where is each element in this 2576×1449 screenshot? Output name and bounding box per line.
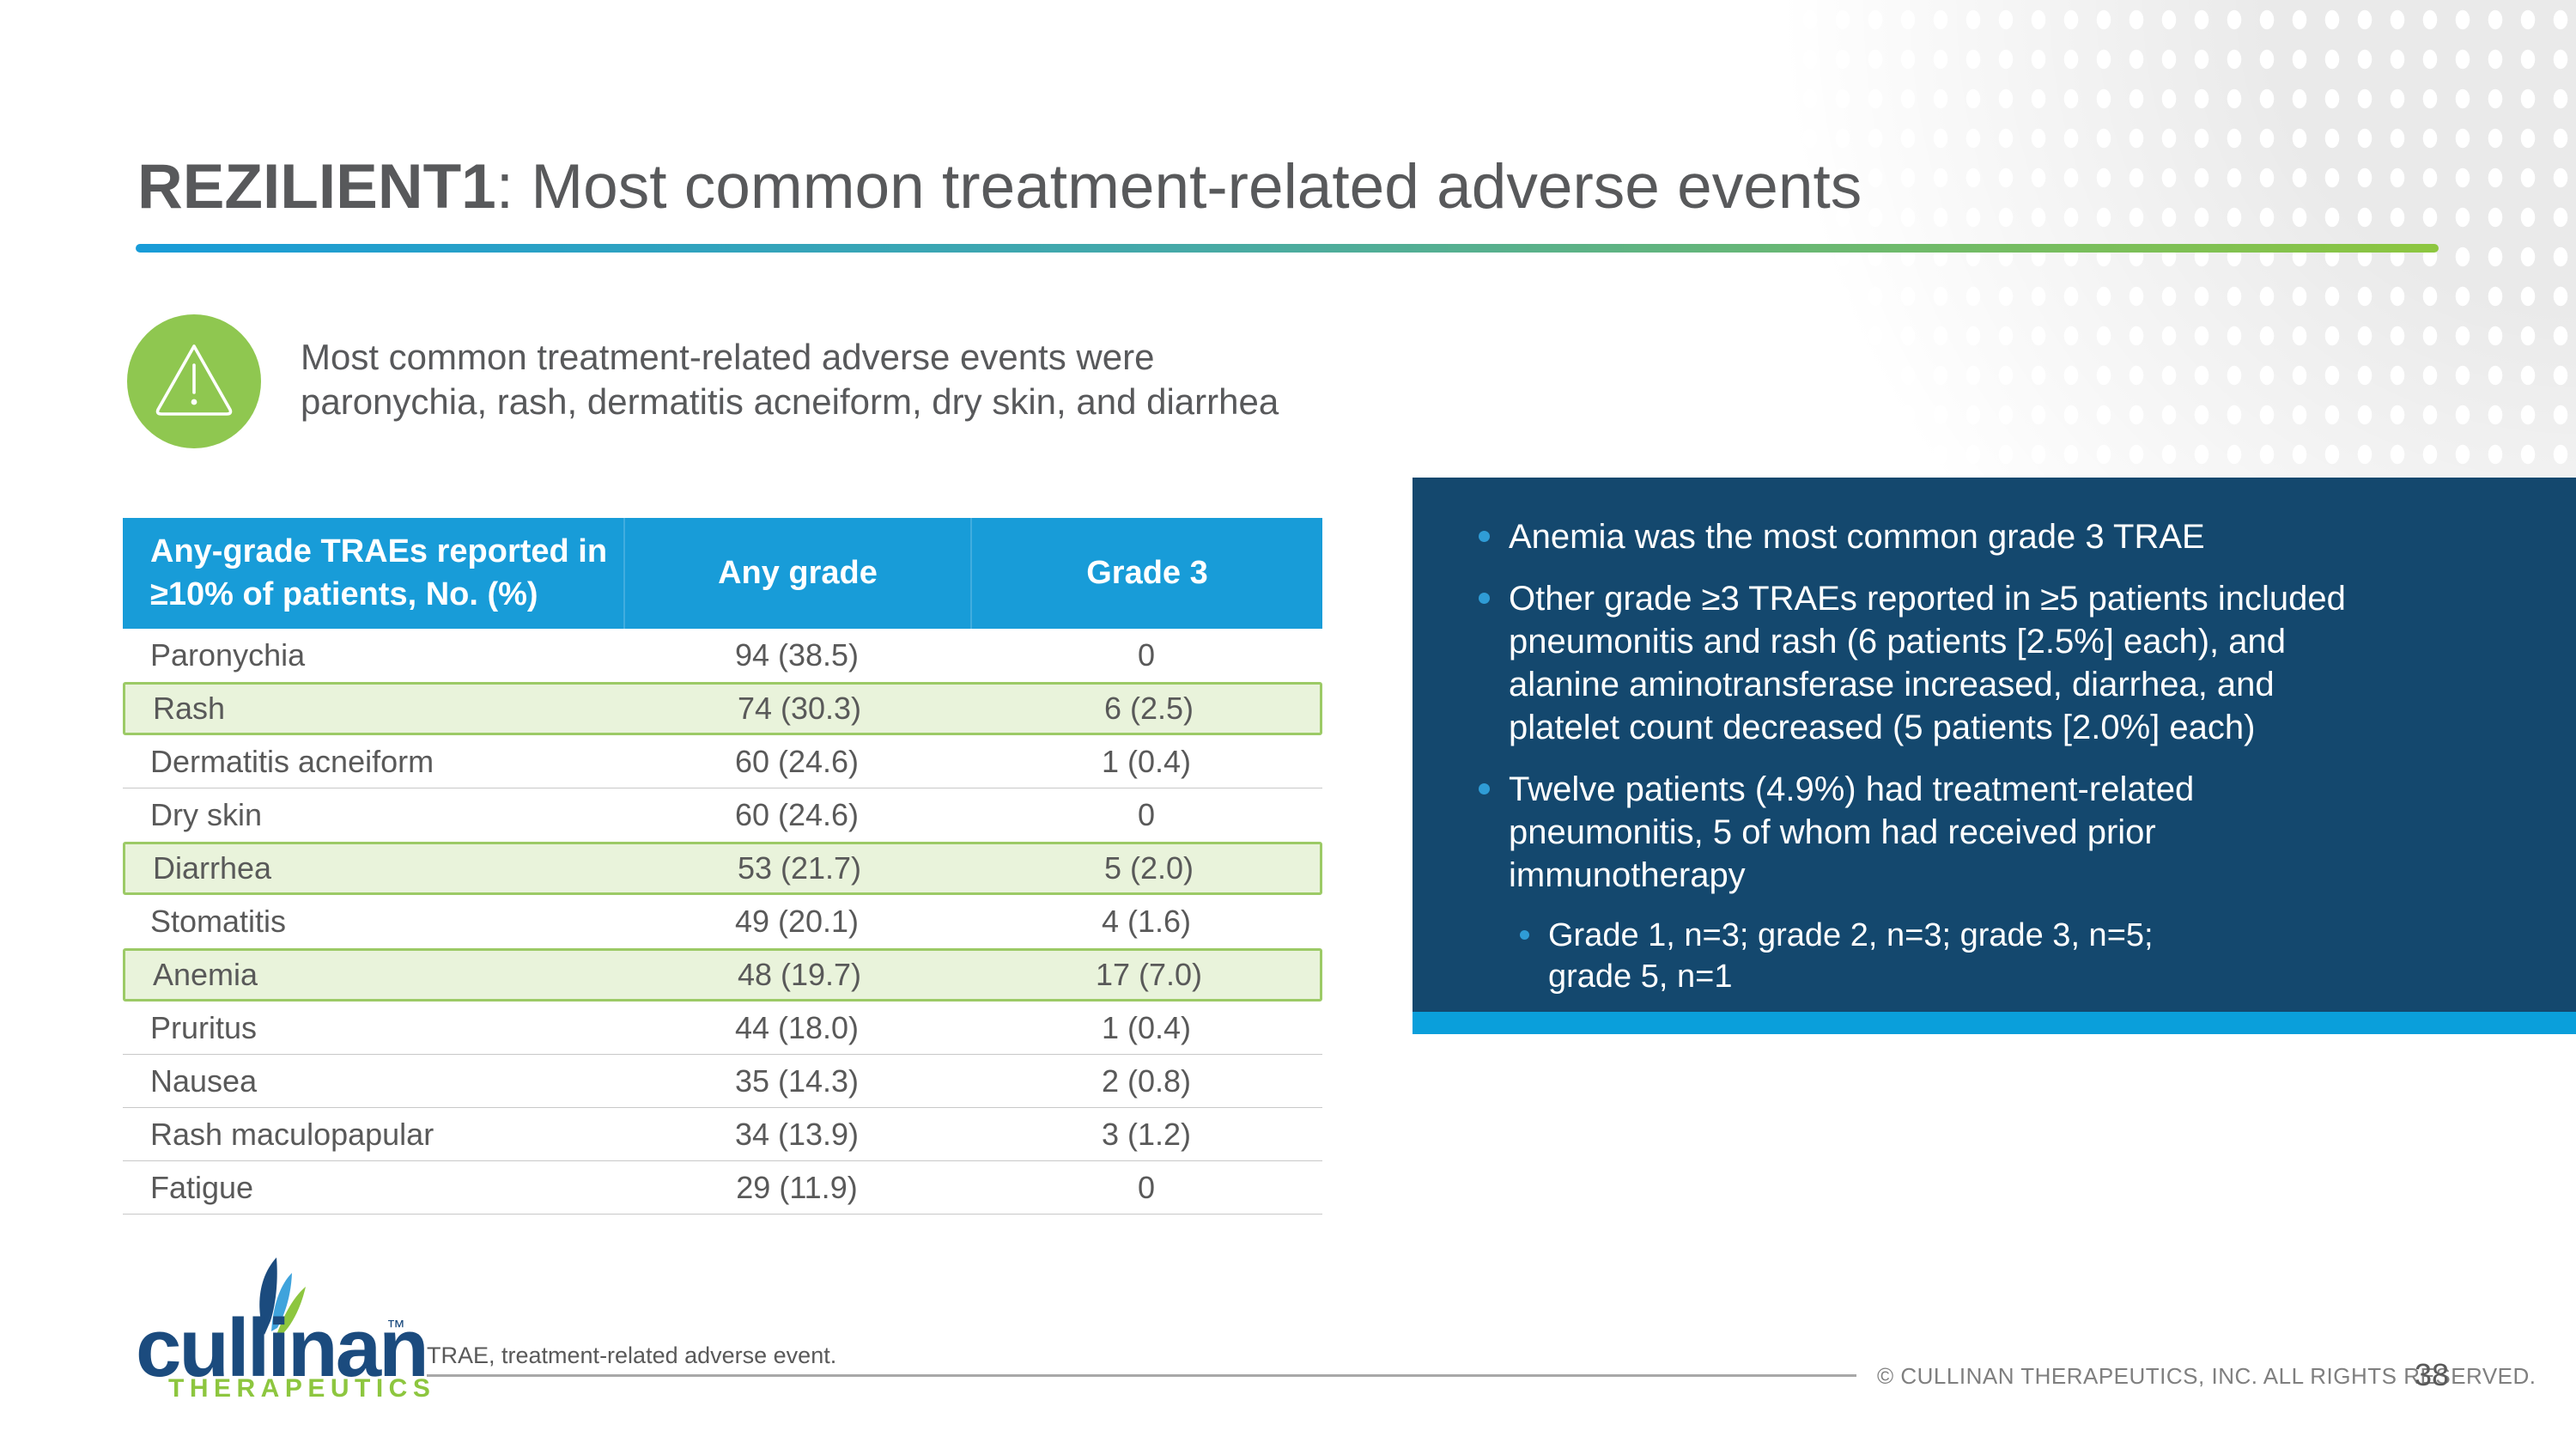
row-label: Dermatitis acneiform <box>150 743 434 779</box>
bullet-dot-icon <box>1520 930 1529 940</box>
table-row: Rash 74 (30.3) 6 (2.5) <box>123 682 1322 735</box>
row-label: Diarrhea <box>153 850 272 886</box>
table-row: Fatigue 29 (11.9) 0 <box>123 1161 1322 1215</box>
panel-bullet: Other grade ≥3 TRAEs reported in ≥5 pati… <box>1479 577 2528 749</box>
copyright-text: © CULLINAN THERAPEUTICS, INC. ALL RIGHTS… <box>1877 1363 2537 1389</box>
row-any-grade: 44 (18.0) <box>734 1009 860 1045</box>
row-grade-3: 0 <box>1137 797 1156 832</box>
warning-triangle-glyph <box>155 344 233 416</box>
cullinan-logo-subtext: THERAPEUTICS <box>168 1374 436 1403</box>
title-underline <box>136 244 2439 253</box>
row-any-grade: 49 (20.1) <box>734 904 860 939</box>
row-label: Fatigue <box>150 1169 254 1205</box>
footer-divider <box>427 1374 1856 1377</box>
panel-bullet: Grade 1, n=3; grade 2, n=3; grade 3, n=5… <box>1520 916 2528 998</box>
table-header: Any-grade TRAEs reported in ≥10% of pati… <box>123 518 1322 629</box>
cullinan-logo-wordmark: cullinan <box>136 1302 429 1394</box>
footnote: TRAE, treatment-related adverse event. <box>427 1342 837 1368</box>
table-row: Nausea 35 (14.3) 2 (0.8) <box>123 1055 1322 1108</box>
row-grade-3: 6 (2.5) <box>1103 691 1194 726</box>
row-any-grade: 60 (24.6) <box>734 797 860 832</box>
panel-bullet: Twelve patients (4.9%) had treatment-rel… <box>1479 768 2528 897</box>
table-row: Dry skin 60 (24.6) 0 <box>123 788 1322 842</box>
row-label: Rash <box>153 691 226 726</box>
row-label: Rash maculopapular <box>150 1116 434 1152</box>
row-label: Dry skin <box>150 797 263 832</box>
row-grade-3: 3 (1.2) <box>1101 1116 1192 1152</box>
title-study-name: REZILIENT1 <box>137 152 496 222</box>
row-label: Nausea <box>150 1062 258 1099</box>
panel-bullet-text: Twelve patients (4.9%) had treatment-rel… <box>1509 770 2195 894</box>
panel-bullet-text: Anemia was the most common grade 3 TRAE <box>1509 518 2205 556</box>
row-any-grade: 60 (24.6) <box>734 743 860 779</box>
row-any-grade: 48 (19.7) <box>737 957 862 992</box>
cullinan-logo-petals-icon <box>259 1257 306 1335</box>
row-label: Anemia <box>153 957 258 992</box>
row-grade-3: 17 (7.0) <box>1095 957 1203 992</box>
page-number: 38 <box>2415 1357 2450 1392</box>
row-any-grade: 29 (11.9) <box>736 1169 858 1205</box>
panel-bottom-strip <box>1413 1012 2576 1034</box>
table-header-col3: Grade 3 <box>970 518 1322 629</box>
row-any-grade: 34 (13.9) <box>734 1116 860 1152</box>
table-body: Paronychia 94 (38.5) 0 Rash 74 (30.3) 6 (2.5)… <box>123 629 1322 1215</box>
panel-bullet-text: Other grade ≥3 TRAEs reported in ≥5 pati… <box>1509 580 2346 746</box>
key-findings-panel: Anemia was the most common grade 3 TRAE O… <box>1413 478 2576 1012</box>
table-row: Rash maculopapular 34 (13.9) 3 (1.2) <box>123 1108 1322 1161</box>
callout-text: Most common treatment-related adverse ev… <box>301 337 1279 423</box>
row-grade-3: 5 (2.0) <box>1103 850 1194 886</box>
bullet-dot-icon <box>1479 783 1490 795</box>
table-header-col1: Any-grade TRAEs reported in ≥10% of pati… <box>150 533 608 612</box>
page-title: REZILIENT1: Most common treatment-relate… <box>137 152 1862 222</box>
cullinan-logo-tm: ™ <box>386 1316 405 1337</box>
bullet-dot-icon <box>1479 531 1490 542</box>
adverse-events-table: Any-grade TRAEs reported in ≥10% of pati… <box>123 518 1322 1215</box>
row-label: Stomatitis <box>150 904 287 939</box>
row-label: Paronychia <box>150 637 306 673</box>
table-row: Stomatitis 49 (20.1) 4 (1.6) <box>123 895 1322 948</box>
row-grade-3: 0 <box>1137 637 1156 673</box>
table-row: Dermatitis acneiform 60 (24.6) 1 (0.4) <box>123 735 1322 788</box>
row-grade-3: 2 (0.8) <box>1101 1062 1192 1099</box>
table-row: Diarrhea 53 (21.7) 5 (2.0) <box>123 842 1322 895</box>
table-row: Paronychia 94 (38.5) 0 <box>123 629 1322 682</box>
bullet-dot-icon <box>1479 593 1490 604</box>
title-rest: : Most common treatment-related adverse … <box>495 152 1862 222</box>
row-any-grade: 74 (30.3) <box>737 691 862 726</box>
row-label: Pruritus <box>150 1009 258 1045</box>
row-grade-3: 1 (0.4) <box>1101 743 1192 779</box>
panel-bullet-text: Grade 1, n=3; grade 2, n=3; grade 3, n=5… <box>1548 917 2154 995</box>
panel-bullet: Anemia was the most common grade 3 TRAE <box>1479 515 2528 558</box>
halftone-fade <box>1696 0 2576 511</box>
table-row: Anemia 48 (19.7) 17 (7.0) <box>123 948 1322 1002</box>
table-header-col2: Any grade <box>623 518 970 629</box>
warning-triangle-icon <box>127 314 261 448</box>
row-any-grade: 53 (21.7) <box>737 850 862 886</box>
row-grade-3: 0 <box>1137 1169 1156 1205</box>
table-row: Pruritus 44 (18.0) 1 (0.4) <box>123 1002 1322 1055</box>
row-grade-3: 1 (0.4) <box>1101 1009 1192 1045</box>
row-any-grade: 94 (38.5) <box>734 637 860 673</box>
row-grade-3: 4 (1.6) <box>1101 904 1192 939</box>
row-any-grade: 35 (14.3) <box>734 1062 860 1099</box>
